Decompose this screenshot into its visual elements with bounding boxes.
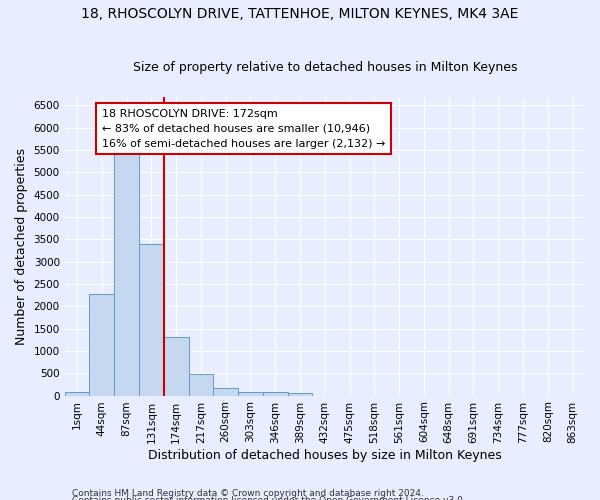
Bar <box>65 392 89 396</box>
X-axis label: Distribution of detached houses by size in Milton Keynes: Distribution of detached houses by size … <box>148 450 502 462</box>
Title: Size of property relative to detached houses in Milton Keynes: Size of property relative to detached ho… <box>133 62 517 74</box>
Text: 18 RHOSCOLYN DRIVE: 172sqm
← 83% of detached houses are smaller (10,946)
16% of : 18 RHOSCOLYN DRIVE: 172sqm ← 83% of deta… <box>102 109 385 148</box>
Bar <box>238 392 263 396</box>
Bar <box>287 394 313 396</box>
Text: Contains public sector information licensed under the Open Government Licence v3: Contains public sector information licen… <box>72 496 466 500</box>
Bar <box>214 388 238 396</box>
Bar <box>164 337 188 396</box>
Bar <box>89 294 114 396</box>
Bar <box>188 374 214 396</box>
Text: 18, RHOSCOLYN DRIVE, TATTENHOE, MILTON KEYNES, MK4 3AE: 18, RHOSCOLYN DRIVE, TATTENHOE, MILTON K… <box>82 8 518 22</box>
Bar <box>114 152 139 396</box>
Text: Contains HM Land Registry data © Crown copyright and database right 2024.: Contains HM Land Registry data © Crown c… <box>72 488 424 498</box>
Bar <box>263 392 287 396</box>
Y-axis label: Number of detached properties: Number of detached properties <box>15 148 28 344</box>
Bar <box>139 244 164 396</box>
